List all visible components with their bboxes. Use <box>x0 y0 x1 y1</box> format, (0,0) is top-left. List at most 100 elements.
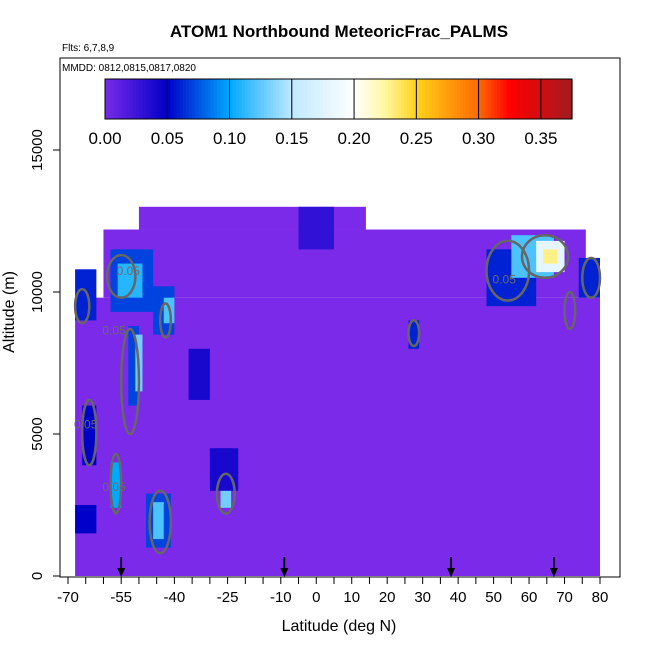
colorbar-swatch <box>562 79 567 119</box>
colorbar-swatch <box>329 79 333 119</box>
colorbar-swatch <box>450 79 455 119</box>
colorbar-swatch <box>270 79 274 119</box>
colorbar-swatch <box>263 79 268 119</box>
colorbar-swatch <box>117 79 122 119</box>
contour-line <box>119 327 141 436</box>
heatmap-cell <box>110 462 122 508</box>
colorbar-swatch <box>416 79 421 119</box>
colorbar-swatch <box>453 79 458 119</box>
contour-label: 0.05 <box>102 324 126 338</box>
colorbar-swatch <box>260 79 265 119</box>
contour-label: 0.05 <box>102 480 126 494</box>
colorbar-swatch <box>139 79 143 119</box>
colorbar-swatch <box>422 79 427 119</box>
arrow-marker-head <box>117 568 126 577</box>
heatmap-cell <box>75 269 97 321</box>
contour-line <box>520 233 570 280</box>
y-tick-label: 15000 <box>29 129 46 171</box>
colorbar-swatch <box>142 79 147 119</box>
colorbar-swatch <box>357 79 361 119</box>
colorbar-swatch <box>182 79 187 119</box>
colorbar-swatch <box>506 79 511 119</box>
colorbar-swatch <box>378 79 383 119</box>
colorbar-swatch <box>213 79 218 119</box>
colorbar-swatch <box>487 79 492 119</box>
colorbar-swatch <box>410 79 414 119</box>
colorbar-swatch <box>413 79 417 119</box>
colorbar-swatch <box>170 79 175 119</box>
contour-label: 0.05 <box>117 264 141 278</box>
colorbar-swatch <box>154 79 159 119</box>
colorbar-swatch <box>400 79 405 119</box>
colorbar-swatch <box>223 79 228 119</box>
colorbar-swatch <box>438 79 442 119</box>
colorbar-swatch <box>226 79 231 119</box>
colorbar-swatch <box>391 79 396 119</box>
colorbar-swatch <box>232 79 237 119</box>
contour-line <box>563 290 577 331</box>
contour-line <box>407 319 421 348</box>
colorbar-swatch <box>167 79 171 119</box>
colorbar-swatch <box>350 79 355 119</box>
colorbar-swatch <box>528 79 533 119</box>
y-tick-label: 0 <box>29 572 46 580</box>
colorbar-swatch <box>512 79 517 119</box>
x-tick-label: 40 <box>450 589 467 606</box>
colorbar-swatch <box>322 79 327 119</box>
colorbar-swatch <box>363 79 368 119</box>
colorbar-swatch <box>369 79 374 119</box>
colorbar-swatch <box>509 79 514 119</box>
contour-line <box>105 253 137 299</box>
x-tick-label: -70 <box>57 589 79 606</box>
colorbar-swatch <box>210 79 215 119</box>
x-tick-label: 20 <box>379 589 396 606</box>
x-axis-label: Latitude (deg N) <box>282 618 397 635</box>
colorbar-swatch <box>547 79 551 119</box>
heatmap-cell <box>188 348 210 400</box>
colorbar-swatch <box>266 79 271 119</box>
colorbar-swatch <box>105 79 109 119</box>
colorbar-swatch <box>382 79 386 119</box>
colorbar-swatch <box>394 79 399 119</box>
colorbar-swatch <box>481 79 486 119</box>
colorbar-swatch <box>319 79 324 119</box>
colorbar-swatch <box>565 79 570 119</box>
colorbar-swatch <box>372 79 377 119</box>
colorbar-swatch <box>282 79 287 119</box>
colorbar-swatch <box>568 79 573 119</box>
arrow-marker-head <box>447 568 456 577</box>
colorbar-swatch <box>559 79 564 119</box>
contour-line <box>109 452 123 515</box>
colorbar-swatch <box>444 79 449 119</box>
colorbar-swatch <box>198 79 203 119</box>
y-tick-label: 5000 <box>29 417 46 450</box>
heatmap-cell <box>408 320 420 349</box>
colorbar-swatch <box>129 79 134 119</box>
x-tick-label: 70 <box>556 589 573 606</box>
colorbar-swatch <box>136 79 140 119</box>
y-axis: 0 5000 10000 15000 <box>29 129 60 580</box>
colorbar-swatch <box>515 79 520 119</box>
colorbar-swatch <box>148 79 153 119</box>
colorbar-swatch <box>201 79 206 119</box>
colorbar-swatch <box>298 79 302 119</box>
colorbar-swatch <box>375 79 380 119</box>
contour-line <box>581 256 602 299</box>
colorbar-swatch <box>466 79 470 119</box>
colorbar-swatch <box>478 79 483 119</box>
colorbar-swatch <box>385 79 389 119</box>
y-axis-label: Altitude (m) <box>1 271 18 353</box>
colorbar-tick-label: 0.35 <box>524 129 557 148</box>
colorbar-swatch <box>241 79 246 119</box>
colorbar-swatch <box>111 79 115 119</box>
chart-title: ATOM1 Northbound MeteoricFrac_PALMS <box>170 22 508 41</box>
colorbar-swatch <box>220 79 224 119</box>
colorbar-swatch <box>291 79 296 119</box>
colorbar-swatch <box>332 79 336 119</box>
colorbar-swatch <box>164 79 168 119</box>
colorbar-tick-label: 0.30 <box>462 129 495 148</box>
colorbar-swatch <box>279 79 284 119</box>
contour-line <box>148 489 173 555</box>
x-tick-label: -10 <box>270 589 292 606</box>
colorbar-swatch <box>531 79 536 119</box>
